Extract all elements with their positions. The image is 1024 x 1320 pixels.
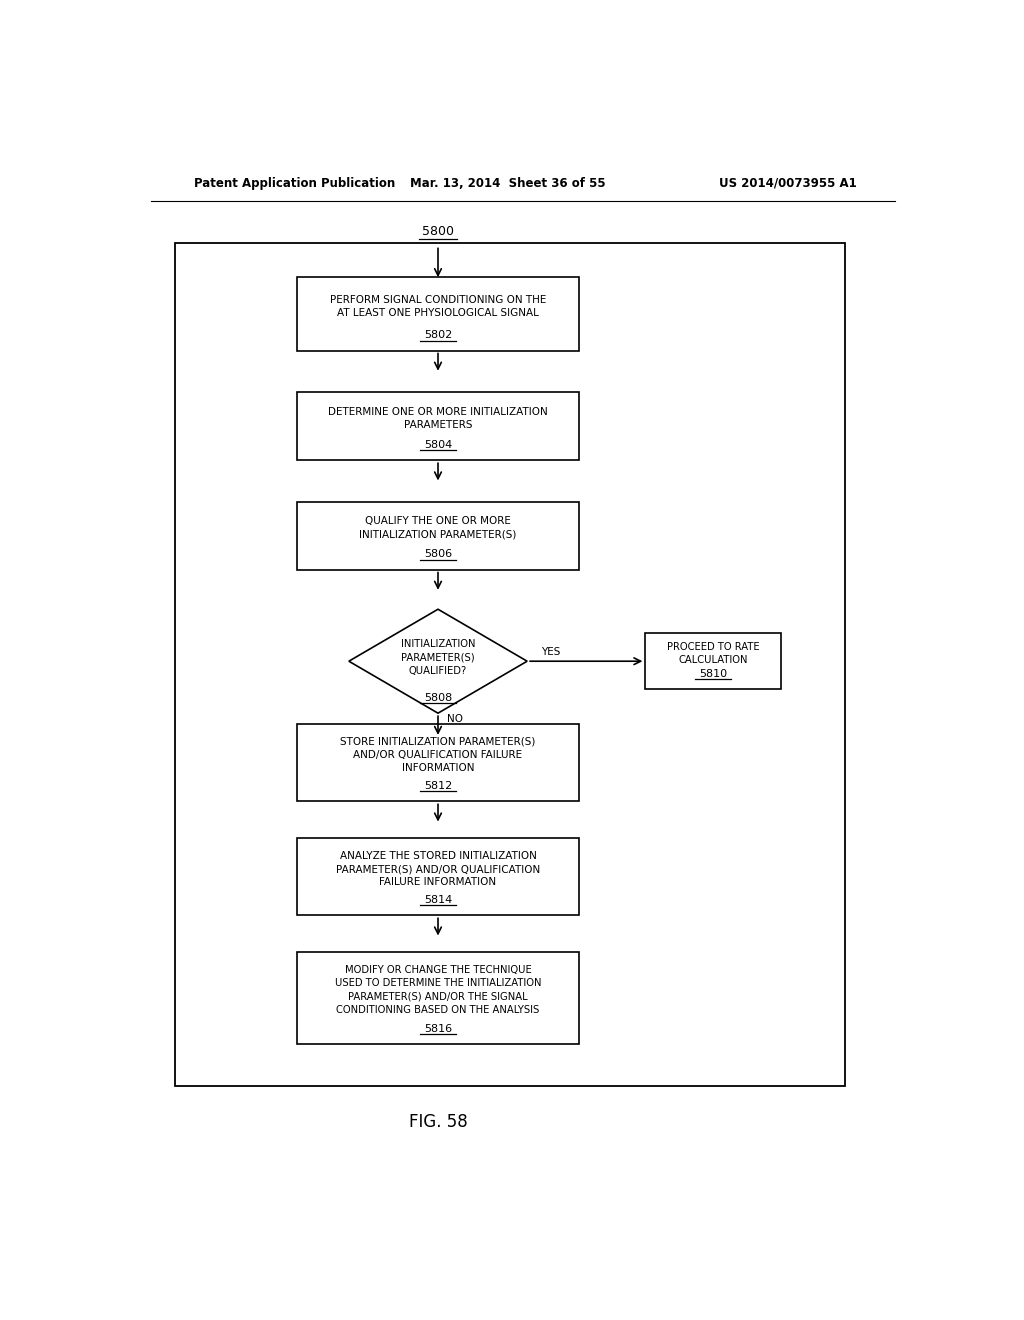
Text: FIG. 58: FIG. 58 [409, 1114, 467, 1131]
Text: ANALYZE THE STORED INITIALIZATION
PARAMETER(S) AND/OR QUALIFICATION
FAILURE INFO: ANALYZE THE STORED INITIALIZATION PARAME… [336, 851, 540, 887]
FancyBboxPatch shape [297, 838, 580, 915]
FancyBboxPatch shape [297, 277, 580, 351]
Text: INITIALIZATION
PARAMETER(S)
QUALIFIED?: INITIALIZATION PARAMETER(S) QUALIFIED? [400, 639, 475, 676]
Text: NO: NO [447, 714, 463, 725]
Text: STORE INITIALIZATION PARAMETER(S)
AND/OR QUALIFICATION FAILURE
INFORMATION: STORE INITIALIZATION PARAMETER(S) AND/OR… [340, 737, 536, 774]
FancyBboxPatch shape [297, 392, 580, 461]
Text: QUALIFY THE ONE OR MORE
INITIALIZATION PARAMETER(S): QUALIFY THE ONE OR MORE INITIALIZATION P… [359, 516, 517, 540]
Text: 5816: 5816 [424, 1023, 452, 1034]
FancyBboxPatch shape [645, 634, 781, 689]
Text: US 2014/0073955 A1: US 2014/0073955 A1 [719, 177, 856, 190]
Text: 5806: 5806 [424, 549, 452, 560]
FancyBboxPatch shape [297, 502, 580, 570]
Text: Mar. 13, 2014  Sheet 36 of 55: Mar. 13, 2014 Sheet 36 of 55 [410, 177, 605, 190]
Text: DETERMINE ONE OR MORE INITIALIZATION
PARAMETERS: DETERMINE ONE OR MORE INITIALIZATION PAR… [328, 407, 548, 430]
Text: 5800: 5800 [422, 224, 454, 238]
Text: 5810: 5810 [699, 668, 727, 678]
FancyBboxPatch shape [297, 725, 580, 801]
Text: 5802: 5802 [424, 330, 453, 341]
Text: Patent Application Publication: Patent Application Publication [194, 177, 395, 190]
Text: MODIFY OR CHANGE THE TECHNIQUE
USED TO DETERMINE THE INITIALIZATION
PARAMETER(S): MODIFY OR CHANGE THE TECHNIQUE USED TO D… [335, 965, 542, 1015]
Polygon shape [349, 610, 527, 713]
Text: 5814: 5814 [424, 895, 453, 906]
Text: 5804: 5804 [424, 440, 453, 450]
Text: 5812: 5812 [424, 781, 453, 791]
Text: PERFORM SIGNAL CONDITIONING ON THE
AT LEAST ONE PHYSIOLOGICAL SIGNAL: PERFORM SIGNAL CONDITIONING ON THE AT LE… [330, 294, 546, 318]
Text: PROCEED TO RATE
CALCULATION: PROCEED TO RATE CALCULATION [667, 642, 760, 665]
Text: 5808: 5808 [424, 693, 453, 702]
Text: YES: YES [541, 647, 560, 657]
FancyBboxPatch shape [297, 952, 580, 1044]
